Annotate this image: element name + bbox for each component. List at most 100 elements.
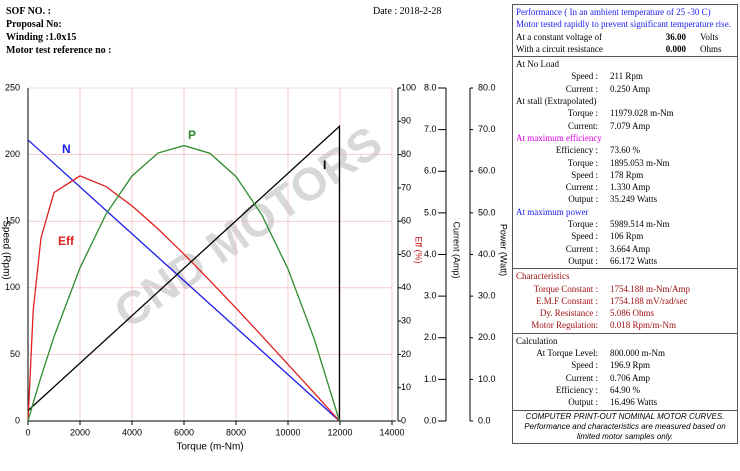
row-label: E.M.F Constant : xyxy=(535,295,598,306)
panel-row: Speed : 178 Rpm xyxy=(516,169,734,181)
row-label: Current : xyxy=(565,83,598,94)
tick-label: 0.0 xyxy=(478,415,491,425)
row-label: Dy. Resistance : xyxy=(539,308,598,319)
row-value: 73.60 % xyxy=(610,145,640,156)
tick-label: 10 xyxy=(401,382,411,392)
panel-row: Dy. Resistance : 5.086 Ohms xyxy=(516,307,734,319)
x-tick-label: 10000 xyxy=(275,427,300,437)
tick-label: 6.0 xyxy=(424,166,437,176)
tick-label: 0.0 xyxy=(424,415,437,425)
panel-row: Current : 0.250 Amp xyxy=(516,83,734,95)
row-value: 5.086 Ohms xyxy=(610,308,655,319)
row-label: Output : xyxy=(568,255,598,266)
panel-row: Current : 1.330 Amp xyxy=(516,181,734,193)
tick-label: 90 xyxy=(401,116,411,126)
tick-label: 70.0 xyxy=(478,124,496,134)
row-label: Output : xyxy=(568,194,598,205)
panel-box: COMPUTER PRINT-OUT NOMINAL MOTOR CURVES.… xyxy=(512,409,738,444)
panel-row: Speed : 196.9 Rpm xyxy=(516,359,734,371)
panel-heading: At stall (Extrapolated) xyxy=(516,96,597,107)
panel-row: Speed : 106 Rpm xyxy=(516,230,734,242)
y-tick-label: 200 xyxy=(5,149,20,159)
tick-label: 0 xyxy=(401,415,406,425)
row-label: At a constant voltage of xyxy=(516,31,602,42)
x-tick-label: 0 xyxy=(25,427,30,437)
tick-label: 60 xyxy=(401,216,411,226)
row-label: Efficiency : xyxy=(555,384,598,395)
panel-heading: COMPUTER PRINT-OUT NOMINAL MOTOR CURVES. xyxy=(525,411,725,421)
tick-label: 40 xyxy=(401,282,411,292)
x-tick-label: 2000 xyxy=(70,427,90,437)
row-value: 1754.188 m-Nm/Amp xyxy=(610,283,690,294)
row-value: 178 Rpm xyxy=(610,169,644,180)
panel-row: Current : 0.706 Amp xyxy=(516,372,734,384)
tick-label: 60.0 xyxy=(478,166,496,176)
y-axis-title: Speed (Rpm) xyxy=(0,220,11,279)
row-label: Current: xyxy=(568,120,598,131)
row-label: Efficiency : xyxy=(555,145,598,156)
row-value: 800.000 m-Nm xyxy=(610,348,665,359)
panel-row: Torque Constant : 1754.188 m-Nm/Amp xyxy=(516,283,734,295)
row-value: 211 Rpm xyxy=(610,71,643,82)
row-label: At Torque Level: xyxy=(536,348,598,359)
row-label: Speed : xyxy=(571,231,598,242)
x-tick-label: 12000 xyxy=(327,427,352,437)
sof: SOF NO. : xyxy=(6,6,51,17)
tick-label: 2.0 xyxy=(424,332,437,342)
row-value: 3.664 Amp xyxy=(610,243,651,254)
panel-box: At No Load Speed : 211 Rpm Current : 0.250 A… xyxy=(512,56,738,270)
series-label: N xyxy=(62,142,71,156)
row-label: Torque Constant : xyxy=(533,283,598,294)
tick-label: 5.0 xyxy=(424,207,437,217)
panel-box: Performance ( In an ambient temperature … xyxy=(512,4,738,58)
row-value: 1754.188 mV/rad/sec xyxy=(610,295,688,306)
tick-label: 20.0 xyxy=(478,332,496,342)
row-value: 66.172 Watts xyxy=(610,255,658,266)
row-unit: Ohms xyxy=(700,43,722,54)
tick-label: 40.0 xyxy=(478,249,496,259)
panel-box: Characteristics Torque Constant : 1754.188… xyxy=(512,268,738,334)
row-value: 11979.028 m-Nm xyxy=(610,108,674,119)
axis-title: Eff (%) xyxy=(414,236,424,263)
y-tick-label: 100 xyxy=(5,282,20,292)
row-value: 0.000 xyxy=(665,43,686,54)
row-label: Motor Regulation: xyxy=(531,320,598,331)
series-line xyxy=(27,139,340,422)
y-tick-label: 150 xyxy=(5,216,20,226)
tick-label: 7.0 xyxy=(424,124,437,134)
row-label: Current : xyxy=(565,182,598,193)
tick-label: 100 xyxy=(401,82,416,92)
row-value: 16.496 Watts xyxy=(610,397,658,408)
panel-heading: Calculation xyxy=(516,335,558,346)
panel-row: At Torque Level: 800.000 m-Nm xyxy=(516,347,734,359)
x-tick-label: 8000 xyxy=(226,427,246,437)
reference: Motor test reference no : xyxy=(6,45,112,56)
panel-row: Torque : 11979.028 m-Nm xyxy=(516,107,734,119)
tick-label: 4.0 xyxy=(424,249,437,259)
row-value: 196.9 Rpm xyxy=(610,360,651,371)
panel-row: Motor Regulation: 0.018 Rpm/m-Nm xyxy=(516,319,734,331)
tick-label: 70 xyxy=(401,182,411,192)
row-value: 0.706 Amp xyxy=(610,372,651,383)
row-label: Current : xyxy=(565,243,598,254)
panel-heading: Performance ( In an ambient temperature … xyxy=(516,7,711,17)
tick-label: 20 xyxy=(401,349,411,359)
winding: Winding :1.0x15 xyxy=(6,32,77,43)
row-label: With a circuit resistance xyxy=(516,43,603,54)
panel-row: Output : 35.249 Watts xyxy=(516,193,734,205)
tick-label: 1.0 xyxy=(424,374,437,384)
row-value: 35.249 Watts xyxy=(610,194,658,205)
x-tick-label: 14000 xyxy=(379,427,404,437)
row-value: 0.018 Rpm/m-Nm xyxy=(610,320,677,331)
panel-row: Current : 3.664 Amp xyxy=(516,243,734,255)
y-tick-label: 50 xyxy=(10,349,20,359)
series-line xyxy=(27,144,341,422)
panel-heading: Performance and characteristics are meas… xyxy=(524,421,726,441)
series-label: P xyxy=(188,128,196,142)
tick-label: 30.0 xyxy=(478,291,496,301)
row-label: Torque : xyxy=(567,157,598,168)
panel-row: With a circuit resistance 0.000 Ohms xyxy=(516,43,734,55)
panel-row: Efficiency : 64.90 % xyxy=(516,384,734,396)
panel-row: Speed : 211 Rpm xyxy=(516,70,734,82)
